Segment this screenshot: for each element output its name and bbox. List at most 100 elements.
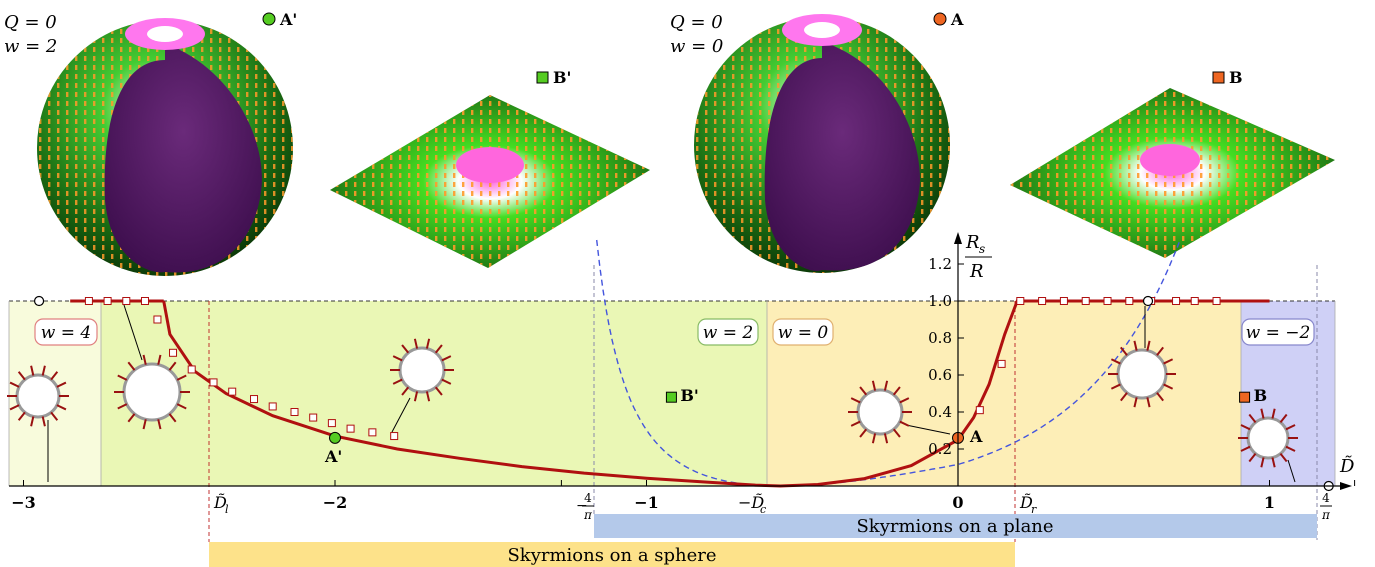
svg-text:Skyrmions on a sphere: Skyrmions on a sphere xyxy=(507,545,716,566)
svg-text:R: R xyxy=(965,232,980,253)
svg-text:π: π xyxy=(583,508,593,522)
svg-text:4: 4 xyxy=(584,491,592,505)
x-axis-label: D̃ xyxy=(1339,455,1355,477)
numeric-square-marker xyxy=(228,387,237,396)
x-tick-label-Dr: D̃r xyxy=(1019,493,1037,516)
svg-text:D̃: D̃ xyxy=(213,493,227,512)
x-tick-label: −3 xyxy=(11,493,36,512)
numeric-square-marker xyxy=(1016,297,1025,305)
point-b-prime-label: B' xyxy=(680,386,698,405)
ring-inset-flat-left xyxy=(114,354,190,430)
y-tick-label: 0.2 xyxy=(928,440,952,458)
legend-b-prime-marker xyxy=(536,71,549,84)
numeric-square-marker xyxy=(390,432,399,441)
legend-b-label: B xyxy=(1229,68,1243,87)
y-tick-label: 1.0 xyxy=(928,292,952,310)
svg-text:π: π xyxy=(1321,508,1331,522)
open-circle-marker xyxy=(1142,295,1154,307)
label-w2-left: w = 2 xyxy=(4,36,57,57)
y-tick-label: 0.6 xyxy=(928,366,952,384)
svg-text:−: − xyxy=(576,498,588,514)
numeric-square-marker xyxy=(103,297,112,305)
x-tick-label-Dc: −D̃c xyxy=(738,493,766,516)
svg-text:c: c xyxy=(760,503,766,516)
svg-text:w = 0: w = 0 xyxy=(778,323,829,343)
arrow-left-flat-ring xyxy=(123,304,143,361)
x-tick-label-4-over-pi: 4π xyxy=(1320,491,1332,522)
region-w0-band xyxy=(767,301,1241,486)
bar-sphere: Skyrmions on a sphere xyxy=(209,542,1015,567)
x-tick-label: 1 xyxy=(1264,493,1275,512)
svg-text:w = 4: w = 4 xyxy=(41,323,91,343)
numeric-square-marker xyxy=(250,395,259,404)
point-b-prime-marker xyxy=(665,391,677,403)
x-tick-label: −2 xyxy=(323,493,348,512)
svg-text:s: s xyxy=(979,242,985,256)
bar-plane: Skyrmions on a plane xyxy=(594,514,1317,538)
legend-b-prime-label: B' xyxy=(553,68,571,87)
numeric-square-marker xyxy=(187,365,196,374)
numeric-square-marker xyxy=(975,406,984,415)
y-tick-label: 1.2 xyxy=(928,255,952,273)
ring-inset-a xyxy=(848,380,912,444)
legend-a-marker xyxy=(933,12,947,26)
region-label-w0: w = 0 xyxy=(772,318,834,346)
sphere-left-illustration xyxy=(37,18,293,276)
svg-text:R: R xyxy=(969,261,984,282)
numeric-square-marker xyxy=(122,297,131,305)
numeric-square-marker xyxy=(1190,297,1199,305)
x-tick-label-minus-4-over-pi: −4 π xyxy=(576,491,594,522)
svg-text:Skyrmions on a plane: Skyrmions on a plane xyxy=(856,516,1053,537)
plane-right-illustration xyxy=(1010,88,1335,258)
numeric-square-marker xyxy=(1103,297,1112,305)
numeric-square-marker xyxy=(997,359,1006,368)
x-axis-arrow xyxy=(1340,482,1352,490)
region-label-wm2: w = −2 xyxy=(1241,318,1315,346)
point-a-prime-label: A' xyxy=(324,447,342,466)
label-w0-right: w = 0 xyxy=(670,36,723,57)
plane-radius-curve xyxy=(596,239,1180,487)
point-a-prime-marker xyxy=(329,431,341,444)
numeric-square-marker xyxy=(209,378,218,387)
numeric-square-marker xyxy=(84,297,93,305)
numeric-square-marker xyxy=(153,315,162,324)
ring-inset-flat-right xyxy=(1108,340,1176,408)
sphere-right-illustration xyxy=(694,14,950,273)
legend-a-label: A xyxy=(950,10,964,29)
point-a-label: A xyxy=(969,427,983,446)
arrow-w2-ring xyxy=(391,397,411,433)
label-q0-left: Q = 0 xyxy=(4,12,57,33)
legend-a-prime-marker xyxy=(262,12,276,26)
arrow-a-ring xyxy=(905,424,951,435)
ring-inset-w2 xyxy=(390,338,454,402)
numeric-square-marker xyxy=(327,419,336,428)
numeric-square-marker xyxy=(290,408,299,416)
svg-text:4: 4 xyxy=(1322,491,1330,505)
x-tick-label: −1 xyxy=(634,493,659,512)
svg-text:w = −2: w = −2 xyxy=(1246,323,1311,343)
numeric-square-marker xyxy=(368,428,377,437)
svg-text:D̃: D̃ xyxy=(1019,493,1033,512)
numeric-square-marker xyxy=(1059,297,1068,305)
numeric-square-marker xyxy=(309,413,318,422)
x-tick-label-Dl: D̃l xyxy=(213,493,229,516)
svg-text:l: l xyxy=(225,503,229,516)
numeric-square-marker xyxy=(1125,297,1134,305)
numeric-square-marker xyxy=(1081,297,1090,305)
y-tick-label: 0.4 xyxy=(928,403,952,421)
plane-left-illustration xyxy=(330,95,650,268)
region-label-w4: w = 4 xyxy=(34,318,98,346)
plot-markers: A A' B B' xyxy=(33,295,1334,492)
ring-inset-w4 xyxy=(7,365,69,427)
legend-b-marker xyxy=(1212,71,1225,84)
svg-text:r: r xyxy=(1031,503,1037,516)
x-tick-label: 0 xyxy=(952,493,963,512)
numeric-square-marker xyxy=(346,424,355,433)
open-circle-marker xyxy=(33,295,45,307)
label-q0-right: Q = 0 xyxy=(670,12,723,33)
legend-a-prime-label: A' xyxy=(279,10,297,29)
arrow-wm2-ring xyxy=(1287,459,1296,483)
y-axis-arrow xyxy=(954,232,962,244)
svg-text:−D̃: −D̃ xyxy=(738,493,764,512)
